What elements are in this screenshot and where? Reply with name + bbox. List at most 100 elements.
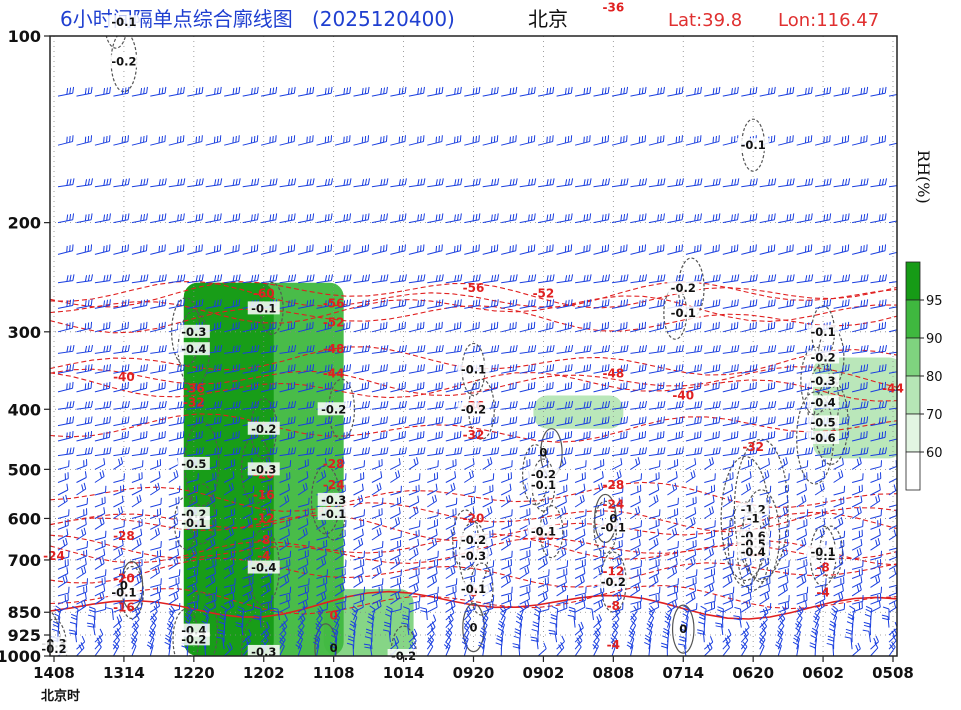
temperature-contour-line <box>50 413 897 443</box>
wind-barb <box>57 244 74 255</box>
wind-barb <box>94 447 112 457</box>
wind-barb-staff <box>76 572 86 579</box>
wind-barb <box>94 539 106 551</box>
wind-barb <box>105 607 114 621</box>
wind-barb <box>57 519 69 530</box>
wind-barb-feather <box>589 28 592 34</box>
wind-barb-feather <box>460 28 463 34</box>
wind-barb-feather <box>87 299 90 307</box>
wind-barb-feather <box>72 345 75 352</box>
wind-barb-feather <box>69 401 72 408</box>
wind-barb-feather <box>66 528 69 536</box>
wind-barb-feather <box>72 381 74 389</box>
wind-barb-feather <box>72 447 75 454</box>
wind-barb-feather <box>143 401 146 408</box>
wind-barb-staff <box>113 607 124 613</box>
wind-barb-feather <box>69 382 71 390</box>
wind-barb-feather <box>146 400 149 408</box>
wind-barb-feather <box>66 300 69 307</box>
wind-barb-feather <box>164 416 167 423</box>
wind-barb-feather <box>67 472 69 479</box>
wind-barb-feather <box>72 86 75 94</box>
wind-barb-feather <box>66 383 68 390</box>
wind-barb-feather <box>140 323 142 330</box>
wind-barb <box>464 29 480 37</box>
wind-barb <box>94 470 105 483</box>
wind-barb <box>113 628 121 643</box>
wind-barb-feather <box>140 432 142 439</box>
wind-barb-feather <box>84 592 87 600</box>
wind-barb-feather <box>106 245 108 252</box>
wind-barb <box>94 458 106 470</box>
wind-barb-feather <box>161 382 163 390</box>
temperature-contour-line <box>50 305 897 334</box>
wind-barb-feather <box>158 179 161 186</box>
wind-barb-feather <box>146 447 149 454</box>
wind-barb-staff <box>57 466 69 470</box>
wind-barb-feather <box>106 364 108 372</box>
wind-barb-feather <box>140 383 142 390</box>
wind-barb-feather <box>158 518 161 525</box>
wind-barb-feather <box>124 364 127 372</box>
wind-barb-feather <box>68 629 76 632</box>
omega-contour-loop <box>733 438 789 580</box>
wind-barb-feather <box>81 567 84 575</box>
wind-barb-feather <box>156 509 159 516</box>
wind-barb-feather <box>69 431 71 439</box>
wind-barb-staff <box>150 488 160 496</box>
wind-barb-feather <box>121 495 124 503</box>
wind-barb <box>150 244 166 255</box>
wind-barb <box>94 400 112 410</box>
wind-barb-feather <box>109 345 112 352</box>
wind-barb <box>76 364 93 374</box>
wind-barb-feather <box>83 527 87 535</box>
wind-barb-feather <box>103 245 105 253</box>
wind-barb-staff <box>94 476 105 483</box>
wind-barb-staff <box>131 556 143 561</box>
wind-barb-feather <box>103 548 106 556</box>
longitude-label: Lon:116.47 <box>778 10 879 31</box>
wind-barb <box>57 567 69 579</box>
wind-barb-feather <box>121 136 124 144</box>
wind-barb-staff <box>113 479 125 483</box>
wind-barb-staff <box>94 562 105 570</box>
wind-barb-feather <box>85 549 88 557</box>
wind-barb-feather <box>472 29 475 35</box>
wind-barb-feather <box>87 178 91 186</box>
wind-barb-staff <box>113 620 123 628</box>
wind-barb-feather <box>64 473 66 480</box>
wind-barb-feather <box>80 642 85 649</box>
wind-barb-feather <box>120 569 122 576</box>
wind-barb-staff <box>150 533 160 541</box>
wind-barb-feather <box>106 322 108 329</box>
wind-barb-feather <box>68 550 70 558</box>
wind-barb-feather <box>106 401 109 408</box>
wind-barb-feather <box>161 299 164 307</box>
wind-barb <box>150 381 166 393</box>
wind-barb-feather <box>140 567 143 574</box>
wind-barb <box>150 86 167 97</box>
wind-barb <box>54 605 62 621</box>
temperature-contour-line <box>50 584 897 615</box>
wind-barb-feather <box>69 632 76 635</box>
wind-barb-feather <box>84 245 87 253</box>
wind-barb-staff <box>131 466 143 470</box>
wind-barb-feather <box>140 365 143 372</box>
wind-barb <box>76 566 87 579</box>
wind-barb-feather <box>138 520 140 527</box>
wind-barb <box>76 482 87 496</box>
wind-barb <box>76 642 85 656</box>
wind-barb-feather <box>158 300 161 307</box>
wind-barb <box>76 431 93 442</box>
wind-barb-feather <box>583 29 586 35</box>
wind-barb-staff <box>113 553 123 561</box>
wind-barb-feather <box>87 87 90 94</box>
wind-barb-feather <box>121 275 124 282</box>
wind-barb <box>57 494 68 508</box>
wind-barb-staff <box>94 513 105 519</box>
wind-barb-feather <box>123 560 125 567</box>
wind-barb-feather <box>66 214 69 221</box>
wind-barb-staff <box>57 592 69 597</box>
wind-barb-staff <box>150 503 162 508</box>
wind-barb-feather <box>87 614 95 618</box>
